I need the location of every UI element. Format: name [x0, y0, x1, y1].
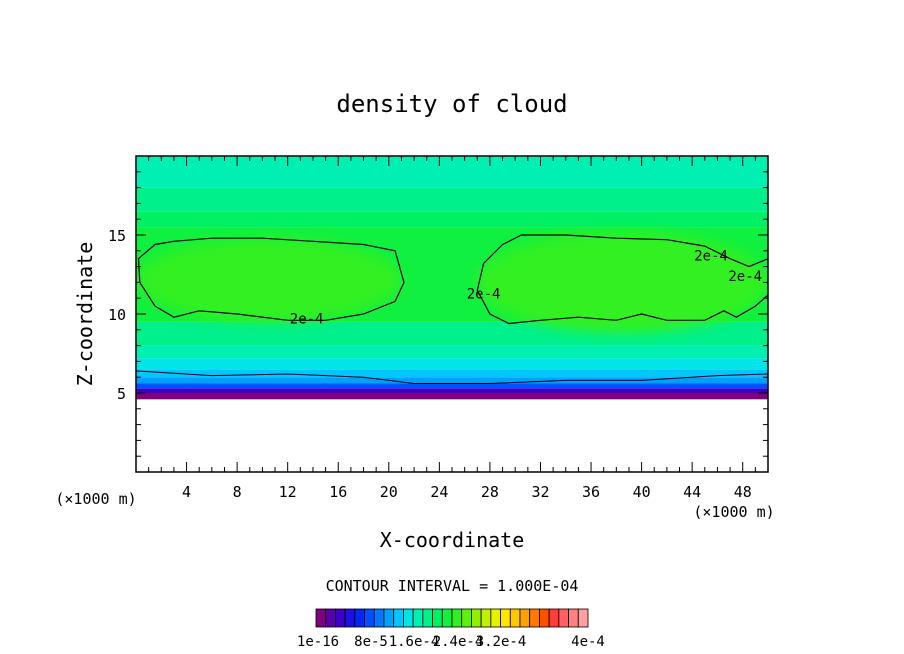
colorbar-swatch: [315, 608, 327, 628]
contour-2e-4-0: [137, 237, 405, 321]
colorbar-label: 4e-4: [571, 634, 605, 650]
colorbar-swatch: [461, 608, 472, 628]
colorbar-swatch: [509, 608, 521, 628]
x-tick-label: 28: [481, 483, 499, 501]
colorbar-swatch: [383, 608, 395, 628]
fill-band-0: [136, 399, 768, 472]
fill-band-3: [136, 383, 768, 389]
colorbar-label: 2.4e-4: [433, 634, 484, 650]
contour-labels: 2e-42e-42e-42e-4: [290, 249, 762, 328]
y-tick-label: 15: [108, 227, 126, 245]
contour-2e-4-1: [502, 234, 768, 268]
fill-band-10: [136, 211, 768, 228]
colorbar-swatch: [393, 608, 404, 628]
colorbar-labels: 1e-16 8e-5 1.6e-42.4e-43.2e-4 4e-4: [297, 634, 605, 650]
colorbar-swatch: [422, 608, 433, 628]
colorbar-swatch: [335, 608, 346, 628]
fill-band-4: [136, 377, 768, 384]
colorbar-swatch: [471, 608, 482, 628]
colorbar-swatch: [529, 608, 540, 628]
fill-band-6: [136, 358, 768, 370]
colorbar-swatch: [519, 608, 531, 628]
x-tick-label: 36: [582, 483, 600, 501]
colorbar-label: 1.6e-4: [389, 634, 440, 650]
colorbar-swatch: [500, 608, 511, 628]
contour-label-1: 2e-4: [467, 286, 501, 302]
contour-label-2: 2e-4: [694, 249, 728, 265]
colorbar-swatch: [364, 608, 375, 628]
colorbar-swatch: [568, 608, 579, 628]
contour-label-0: 2e-4: [290, 312, 324, 328]
y-tick-label: 10: [108, 306, 126, 324]
x-tick-label: 12: [279, 483, 297, 501]
colorbar-swatch: [441, 608, 453, 628]
x-tick-label: 16: [329, 483, 347, 501]
colorbar-swatch: [548, 608, 560, 628]
contour-label-3: 2e-4: [728, 269, 762, 285]
fill-band-5: [136, 369, 768, 378]
x-axis-label: X-coordinate: [380, 528, 525, 552]
colorbar-swatch: [451, 608, 463, 628]
contour-low: [136, 370, 768, 384]
x-tick-label: 32: [531, 483, 549, 501]
x-tick-label: 20: [380, 483, 398, 501]
colorbar: [315, 608, 589, 628]
x-tick-label: 8: [233, 483, 242, 501]
colorbar-swatch: [539, 608, 550, 628]
x-axis-ticks: 4 8 12 16 20 24 28 32 36 40 44 48: [148, 156, 756, 501]
chart-title: density of cloud: [336, 90, 567, 118]
colorbar-swatch: [403, 608, 414, 628]
cloud-core-0: [136, 238, 402, 322]
colorbar-swatch: [325, 608, 336, 628]
colorbar-label: 8e-5: [354, 634, 388, 650]
colorbar-label: 1e-16: [297, 634, 339, 650]
z-unit-label: (×1000 m): [55, 490, 136, 508]
colorbar-swatch: [344, 608, 356, 628]
x-tick-label: 40: [633, 483, 651, 501]
x-tick-label: 4: [182, 483, 191, 501]
contour-lines: [136, 234, 768, 384]
colorbar-swatch: [432, 608, 443, 628]
x-tick-label: 44: [683, 483, 701, 501]
fill-band-11: [136, 187, 768, 212]
fill-band-1: [136, 393, 768, 400]
contour-interval-text: CONTOUR INTERVAL = 1.000E-04: [326, 577, 579, 595]
plot-area: [136, 156, 768, 472]
y-axis-ticks: 5 10 15: [108, 171, 768, 457]
cloud-cores: [136, 231, 768, 333]
x-tick-label: 48: [734, 483, 752, 501]
fill-band-2: [136, 388, 768, 393]
cloud-core-1: [477, 231, 768, 333]
y-axis-label: Z-coordinate: [73, 242, 97, 387]
colorbar-label: 3.2e-4: [476, 634, 527, 650]
fill-band-7: [136, 345, 768, 359]
x-tick-label: 24: [430, 483, 448, 501]
colorbar-swatch: [490, 608, 501, 628]
x-unit-label: (×1000 m): [693, 503, 774, 521]
colorbar-swatch: [577, 608, 589, 628]
contour-2e-4-2: [476, 244, 768, 325]
colorbar-swatch: [373, 608, 385, 628]
colorbar-swatch: [412, 608, 424, 628]
colorbar-swatch: [558, 608, 569, 628]
colorbar-swatch: [354, 608, 365, 628]
y-tick-label: 5: [117, 385, 126, 403]
colorbar-swatch: [480, 608, 492, 628]
fill-band-12: [136, 156, 768, 188]
